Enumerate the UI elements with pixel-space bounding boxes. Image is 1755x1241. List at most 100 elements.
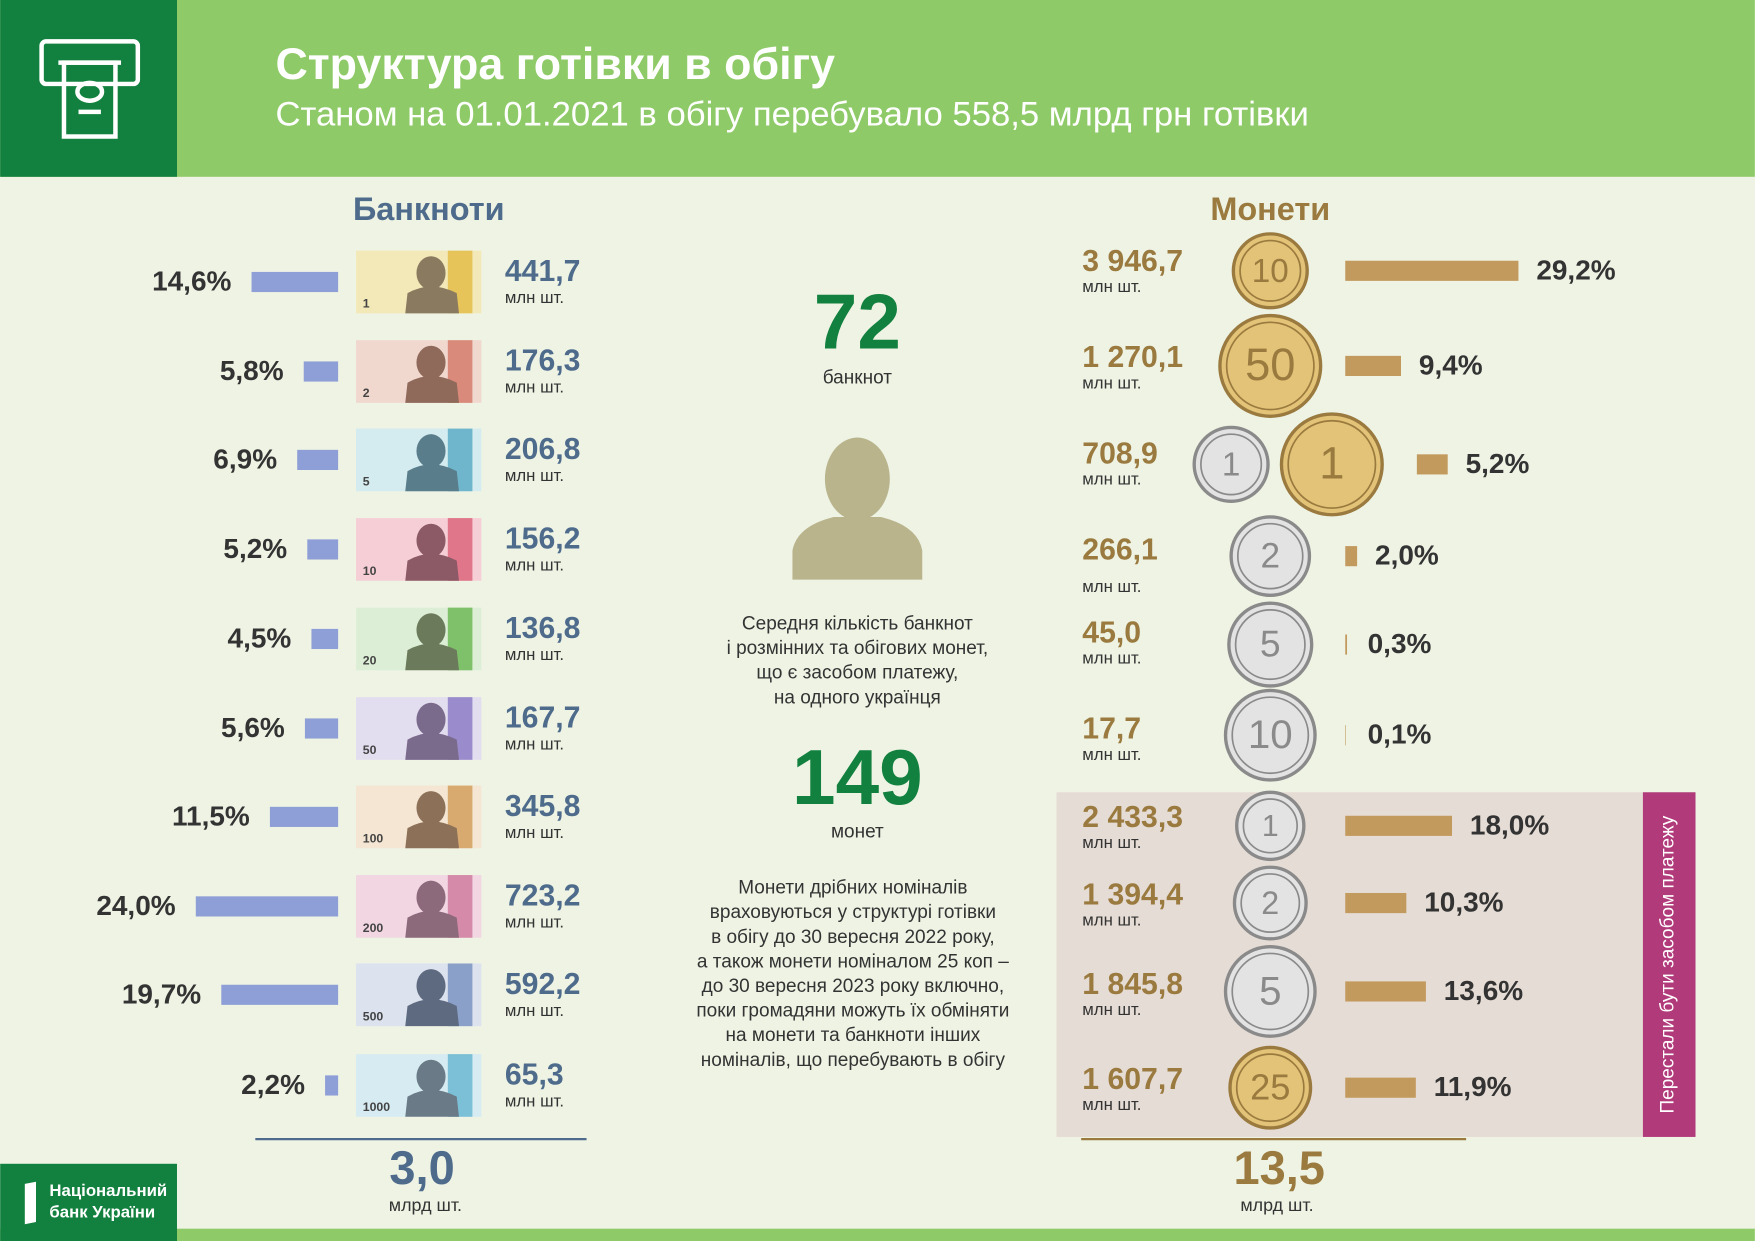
portrait-head bbox=[416, 613, 446, 647]
banknote: 200 bbox=[356, 875, 482, 938]
count: 2 433,3 bbox=[1082, 801, 1183, 834]
share-bar bbox=[311, 628, 339, 650]
count: 441,7 bbox=[505, 255, 581, 288]
coin-denomination: 5 bbox=[1260, 623, 1281, 665]
portrait-body bbox=[405, 286, 459, 314]
share-label: 0,3% bbox=[1368, 628, 1432, 659]
portrait-body bbox=[405, 464, 459, 492]
description-line: Середня кількість банкнот bbox=[742, 613, 973, 634]
coins-title: Монети bbox=[1210, 191, 1330, 227]
banknote: 100 bbox=[356, 785, 482, 849]
share-bar bbox=[1345, 634, 1348, 655]
coin bbox=[1223, 688, 1317, 782]
share-bar bbox=[1345, 1077, 1416, 1098]
share-label: 4,5% bbox=[228, 622, 292, 653]
coin-denomination: 1 bbox=[1222, 446, 1240, 483]
banknote-denomination: 10 bbox=[363, 564, 377, 578]
banknote-denomination: 5 bbox=[363, 475, 370, 489]
description-line: що є засобом платежу, bbox=[756, 663, 958, 684]
portrait-body bbox=[405, 375, 459, 403]
logo-line: банк України bbox=[49, 1202, 155, 1221]
count: 17,7 bbox=[1082, 713, 1141, 746]
unit: млн шт. bbox=[505, 1001, 564, 1020]
share-bar bbox=[304, 718, 339, 739]
unit: млн шт. bbox=[1082, 1000, 1141, 1019]
portrait-body bbox=[405, 732, 459, 760]
portrait-head bbox=[416, 880, 446, 915]
portrait-body bbox=[405, 1089, 459, 1117]
share-label: 5,2% bbox=[1466, 448, 1530, 479]
unit: млн шт. bbox=[1082, 910, 1141, 929]
coin-denomination: 5 bbox=[1259, 968, 1281, 1013]
note-line: враховуються у структурі готівки bbox=[710, 902, 996, 923]
coin bbox=[1232, 865, 1308, 941]
banknotes-per-person: 72 bbox=[814, 278, 901, 366]
count: 156,2 bbox=[505, 522, 581, 555]
banknote-denomination: 1000 bbox=[363, 1100, 391, 1114]
share-label: 5,8% bbox=[220, 355, 284, 386]
share-bar bbox=[303, 361, 339, 382]
banknote-denomination: 500 bbox=[363, 1009, 384, 1023]
portrait-body bbox=[405, 910, 459, 938]
count: 345,8 bbox=[505, 790, 581, 823]
coin bbox=[1218, 313, 1323, 418]
person-icon bbox=[792, 437, 923, 580]
portrait-head bbox=[416, 702, 446, 737]
count: 176,3 bbox=[505, 345, 581, 378]
coin-rim bbox=[1240, 873, 1301, 933]
unit: млн шт. bbox=[1082, 649, 1141, 668]
unit: млн шт. bbox=[1082, 1095, 1141, 1114]
share-label: 10,3% bbox=[1424, 887, 1503, 918]
coin bbox=[1227, 601, 1314, 688]
share-label: 5,2% bbox=[223, 533, 287, 564]
note-line: поки громадяни можуть їх обміняти bbox=[696, 1001, 1009, 1022]
coin-denomination: 25 bbox=[1250, 1067, 1290, 1108]
description-line: на одного українця bbox=[774, 687, 941, 708]
unit: млн шт. bbox=[1082, 277, 1141, 296]
coin bbox=[1192, 425, 1270, 504]
coin-rim bbox=[1225, 321, 1315, 411]
unit: млн шт. bbox=[1082, 469, 1141, 488]
unit: млн шт. bbox=[505, 556, 564, 575]
share-bar bbox=[1345, 981, 1426, 1002]
coin bbox=[1235, 790, 1306, 862]
note-line: номіналів, що перебувають в обігу bbox=[701, 1050, 1006, 1071]
count: 592,2 bbox=[505, 968, 581, 1001]
banknotes-title: Банкноти bbox=[353, 191, 505, 227]
portrait-head bbox=[416, 434, 446, 468]
banknote: 1 bbox=[356, 250, 482, 314]
banknote-denomination: 100 bbox=[363, 832, 384, 846]
share-label: 9,4% bbox=[1419, 349, 1483, 380]
banknote: 10 bbox=[356, 518, 482, 581]
share-label: 29,2% bbox=[1536, 254, 1615, 285]
share-bar bbox=[1345, 725, 1346, 746]
coins-per-person-label: монет bbox=[831, 822, 884, 843]
banknotes-total: 3,0 bbox=[389, 1141, 454, 1194]
count: 1 394,4 bbox=[1082, 878, 1183, 911]
share-bar bbox=[221, 984, 339, 1005]
coin-rim bbox=[1242, 798, 1298, 854]
coin-denomination: 2 bbox=[1261, 885, 1279, 921]
note-line: до 30 вересня 2023 року включно, bbox=[702, 976, 1005, 997]
note-line: Монети дрібних номіналів bbox=[738, 878, 967, 899]
header-band bbox=[0, 0, 1755, 177]
banknotes-total-unit: млрд шт. bbox=[389, 1195, 462, 1215]
share-bar bbox=[325, 1075, 339, 1096]
share-bar bbox=[1345, 546, 1358, 567]
portrait-head bbox=[416, 1059, 446, 1094]
portrait-body bbox=[405, 643, 459, 671]
coin-denomination: 2 bbox=[1260, 537, 1280, 576]
count: 1 607,7 bbox=[1082, 1063, 1183, 1096]
share-bar bbox=[307, 539, 339, 560]
portrait-body bbox=[405, 553, 459, 581]
banknote-denomination: 1 bbox=[363, 297, 370, 311]
share-bar bbox=[1345, 892, 1407, 914]
coin-rim bbox=[1231, 696, 1310, 775]
share-bar bbox=[1416, 454, 1448, 475]
unit: млн шт. bbox=[505, 645, 564, 664]
unit: млн шт. bbox=[505, 1092, 564, 1111]
portrait-head bbox=[416, 345, 446, 380]
count: 723,2 bbox=[505, 879, 581, 912]
